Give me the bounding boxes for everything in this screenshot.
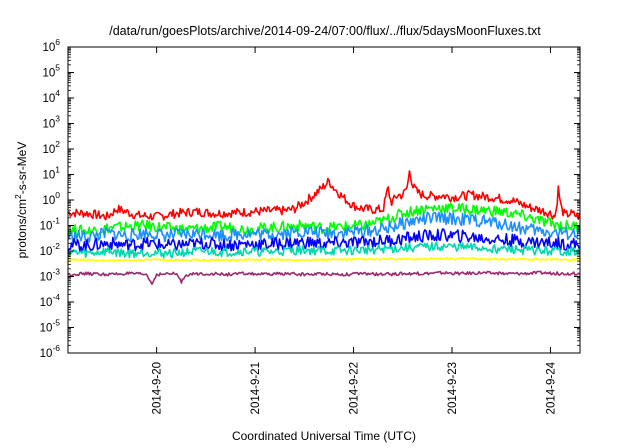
y-axis-label-rest: -s-sr-MeV — [15, 142, 29, 195]
series-line-6 — [67, 256, 581, 263]
x-axis: 2014-9-20 2014-9-21 2014-9-22 2014-9-23 2014… — [152, 47, 557, 414]
y-tick-label: 101 — [42, 165, 60, 182]
y-tick-label: 102 — [42, 139, 60, 156]
series-line-1 — [67, 170, 581, 221]
y-tick-label: 10-4 — [40, 292, 61, 309]
x-tick-label: 2014-9-21 — [250, 362, 262, 414]
y-axis-label: protons/cm2-s-sr-MeV — [13, 142, 29, 259]
y-tick-label: 10-3 — [40, 267, 61, 284]
y-tick-label: 103 — [42, 114, 60, 131]
series-line-4 — [67, 228, 581, 253]
x-tick-label: 2014-9-24 — [545, 361, 557, 414]
y-axis-label-base: protons/cm — [15, 199, 29, 258]
chart-title: /data/run/goesPlots/archive/2014-09-24/0… — [109, 24, 541, 38]
y-tick-label: 10-1 — [40, 216, 61, 233]
y-tick-label: 100 — [42, 190, 60, 207]
y-tick-label: 10-5 — [40, 318, 61, 335]
y-tick-label: 106 — [42, 37, 60, 54]
plot-frame — [67, 46, 581, 354]
y-tick-label: 105 — [42, 63, 60, 80]
x-axis-label: Coordinated Universal Time (UTC) — [232, 429, 416, 443]
y-tick-label: 10-2 — [40, 241, 61, 258]
series-line-3 — [67, 211, 581, 243]
y-tick-label: 10-6 — [40, 343, 61, 360]
series-layer — [67, 170, 581, 285]
x-tick-label: 2014-9-23 — [447, 362, 459, 414]
y-axis: 10-6 10-5 10-4 10-3 10-2 10-1 100 101 102 103 104 1… — [40, 37, 580, 360]
x-tick-label: 2014-9-20 — [152, 362, 164, 414]
series-line-7 — [67, 270, 581, 285]
y-axis-label-sup: 2 — [13, 194, 23, 199]
y-tick-label: 104 — [42, 88, 60, 105]
x-tick-label: 2014-9-22 — [349, 362, 361, 414]
series-line-5 — [67, 241, 581, 259]
